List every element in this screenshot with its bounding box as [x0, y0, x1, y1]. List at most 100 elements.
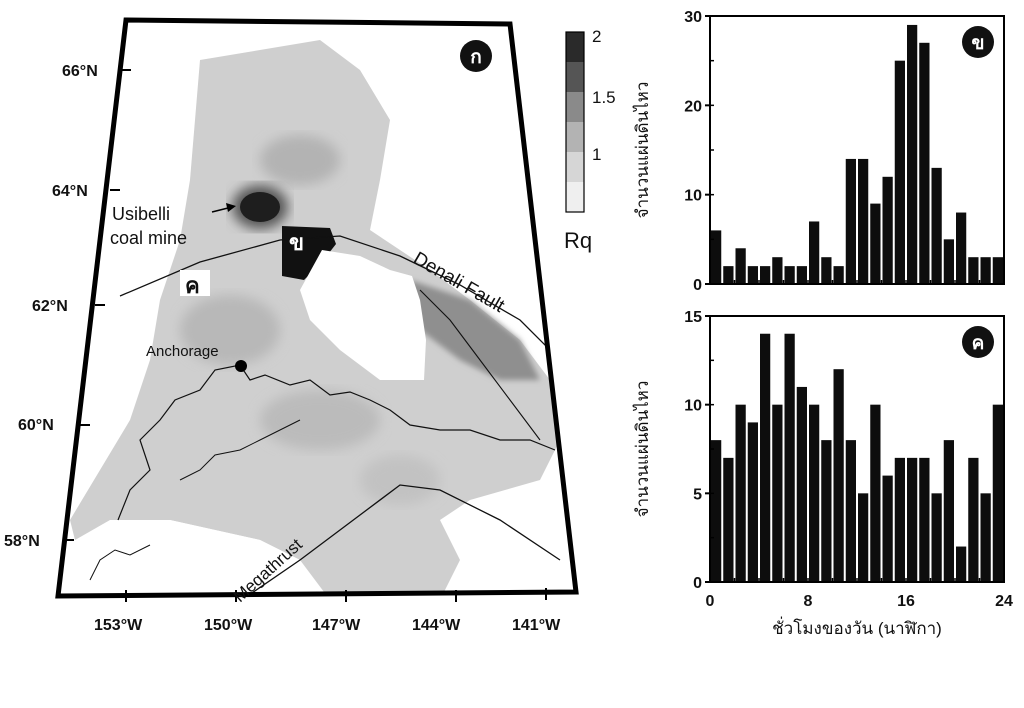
hist-b-bar-3 — [747, 266, 758, 284]
region-c-label: ค — [185, 273, 200, 298]
hist-b-bar-5 — [772, 257, 783, 284]
lat-label-66: 66°N — [62, 63, 98, 80]
hist-c-bar-23 — [992, 404, 1003, 582]
hist-b-ytick-20: 20 — [684, 98, 702, 115]
hist-b-bar-12 — [858, 158, 869, 284]
legend-swatch — [566, 32, 584, 62]
map-shading — [58, 20, 576, 596]
hist-c-bar-19 — [943, 440, 954, 582]
histogram-c: 0 5 10 15 0 8 16 24 ชั่วโมงของวัน (นาฬิกา) จำนวนแ… — [632, 309, 1013, 638]
anchorage-marker — [235, 360, 247, 372]
histogram-b: 0 10 20 30 จำนวนแผ่นดินไหว ข — [632, 9, 1005, 294]
hist-c-bar-13 — [870, 404, 881, 582]
hist-c-ytick-15: 15 — [684, 309, 702, 326]
hist-b-ytick-10: 10 — [684, 188, 702, 205]
hist-c-xlabel: ชั่วโมงของวัน (นาฬิกา) — [772, 616, 942, 638]
anchorage-label: Anchorage — [146, 343, 219, 360]
hist-b-bar-1 — [723, 266, 734, 284]
legend-title: Rq — [564, 228, 592, 253]
hist-c-bar-0 — [711, 440, 722, 582]
hist-b-ytick-30: 30 — [684, 9, 702, 26]
legend-swatch — [566, 62, 584, 92]
hist-c-badge-circle — [962, 326, 994, 358]
hist-c-bar-15 — [894, 457, 905, 582]
region-b-label: ข — [289, 230, 304, 255]
denali-fault-line — [119, 235, 561, 361]
hist-c-bar-5 — [772, 404, 783, 582]
hist-b-bar-15 — [894, 60, 905, 284]
hist-c-bar-10 — [833, 369, 844, 582]
lon-label-150: 150°W — [204, 617, 253, 634]
hist-b-bar-13 — [870, 203, 881, 284]
map-badge: ก — [470, 47, 482, 68]
hist-c-ytick-0: 0 — [693, 575, 702, 592]
hist-b-bar-16 — [907, 24, 918, 285]
hist-b-ylabel: จำนวนแผ่นดินไหว — [632, 82, 652, 219]
hist-c-bar-6 — [784, 333, 795, 582]
hist-c-bar-3 — [747, 422, 758, 582]
hist-c-bar-21 — [968, 457, 979, 582]
hist-b-bar-7 — [796, 266, 807, 284]
lon-label-153: 153°W — [94, 617, 143, 634]
hist-c-bar-9 — [821, 440, 832, 582]
hist-c-bar-20 — [956, 546, 967, 582]
hist-b-bar-6 — [784, 266, 795, 284]
hist-b-badge: ข — [972, 33, 985, 54]
hist-b-bar-19 — [943, 239, 954, 284]
hist-b-bar-4 — [760, 266, 771, 284]
usibelli-label-line1: Usibelli — [112, 204, 170, 224]
hist-c-ytick-10: 10 — [684, 398, 702, 415]
lon-label-147: 147°W — [312, 617, 361, 634]
legend-tick-2: 2 — [592, 27, 601, 46]
hist-b-ytick-0: 0 — [693, 277, 702, 294]
hist-c-bar-16 — [907, 457, 918, 582]
legend-swatch — [566, 152, 584, 182]
hist-b-bar-10 — [833, 266, 844, 284]
hist-c-xtick-8: 8 — [804, 593, 813, 610]
hist-b-bar-9 — [821, 257, 832, 284]
hist-b-bar-17 — [919, 42, 930, 284]
hist-b-badge-circle — [962, 26, 994, 58]
hist-c-xtick-0: 0 — [706, 593, 715, 610]
hist-c-ytick-5: 5 — [693, 486, 702, 503]
lon-label-144: 144°W — [412, 617, 461, 634]
map-frame — [55, 17, 579, 599]
hist-b-bar-18 — [931, 167, 942, 284]
hist-b-bar-22 — [980, 257, 991, 284]
hist-b-bar-2 — [735, 248, 746, 284]
megathrust-line — [229, 484, 561, 596]
coastline — [117, 364, 556, 521]
hist-b-bar-0 — [711, 230, 722, 284]
lon-label-141: 141°W — [512, 617, 561, 634]
hist-c-bar-18 — [931, 493, 942, 582]
hist-b-bar-11 — [845, 158, 856, 284]
lat-label-64: 64°N — [52, 183, 88, 200]
hist-c-xtick-16: 16 — [897, 593, 915, 610]
hist-c-bar-2 — [735, 404, 746, 582]
legend-swatch — [566, 122, 584, 152]
hist-c-bar-17 — [919, 457, 930, 582]
legend-tick-1: 1 — [592, 145, 601, 164]
usibelli-label-line2: coal mine — [110, 228, 187, 248]
hist-b-bar-23 — [992, 257, 1003, 284]
hist-c-bar-22 — [980, 493, 991, 582]
hist-c-badge: ค — [972, 333, 985, 354]
hist-c-bar-14 — [882, 475, 893, 582]
map-badge-circle — [460, 40, 492, 72]
usibelli-arrow — [211, 207, 229, 213]
hist-b-bar-21 — [968, 257, 979, 284]
legend-swatch — [566, 92, 584, 122]
hist-c-bar-8 — [809, 404, 820, 582]
map-panel: 66°N 64°N 62°N 60°N 58°N 153°W 150°W 147… — [4, 17, 616, 634]
hist-b-bar-8 — [809, 221, 820, 284]
lat-label-58: 58°N — [4, 533, 40, 550]
hist-b-bar-14 — [882, 176, 893, 284]
hist-c-bar-11 — [845, 440, 856, 582]
hist-c-bar-1 — [723, 457, 734, 582]
legend-swatch — [566, 182, 584, 212]
hist-c-bar-7 — [796, 386, 807, 582]
hist-c-ylabel: จำนวนแผ่นดินไหว — [632, 381, 652, 518]
lat-label-62: 62°N — [32, 298, 68, 315]
hist-c-bar-4 — [760, 333, 771, 582]
